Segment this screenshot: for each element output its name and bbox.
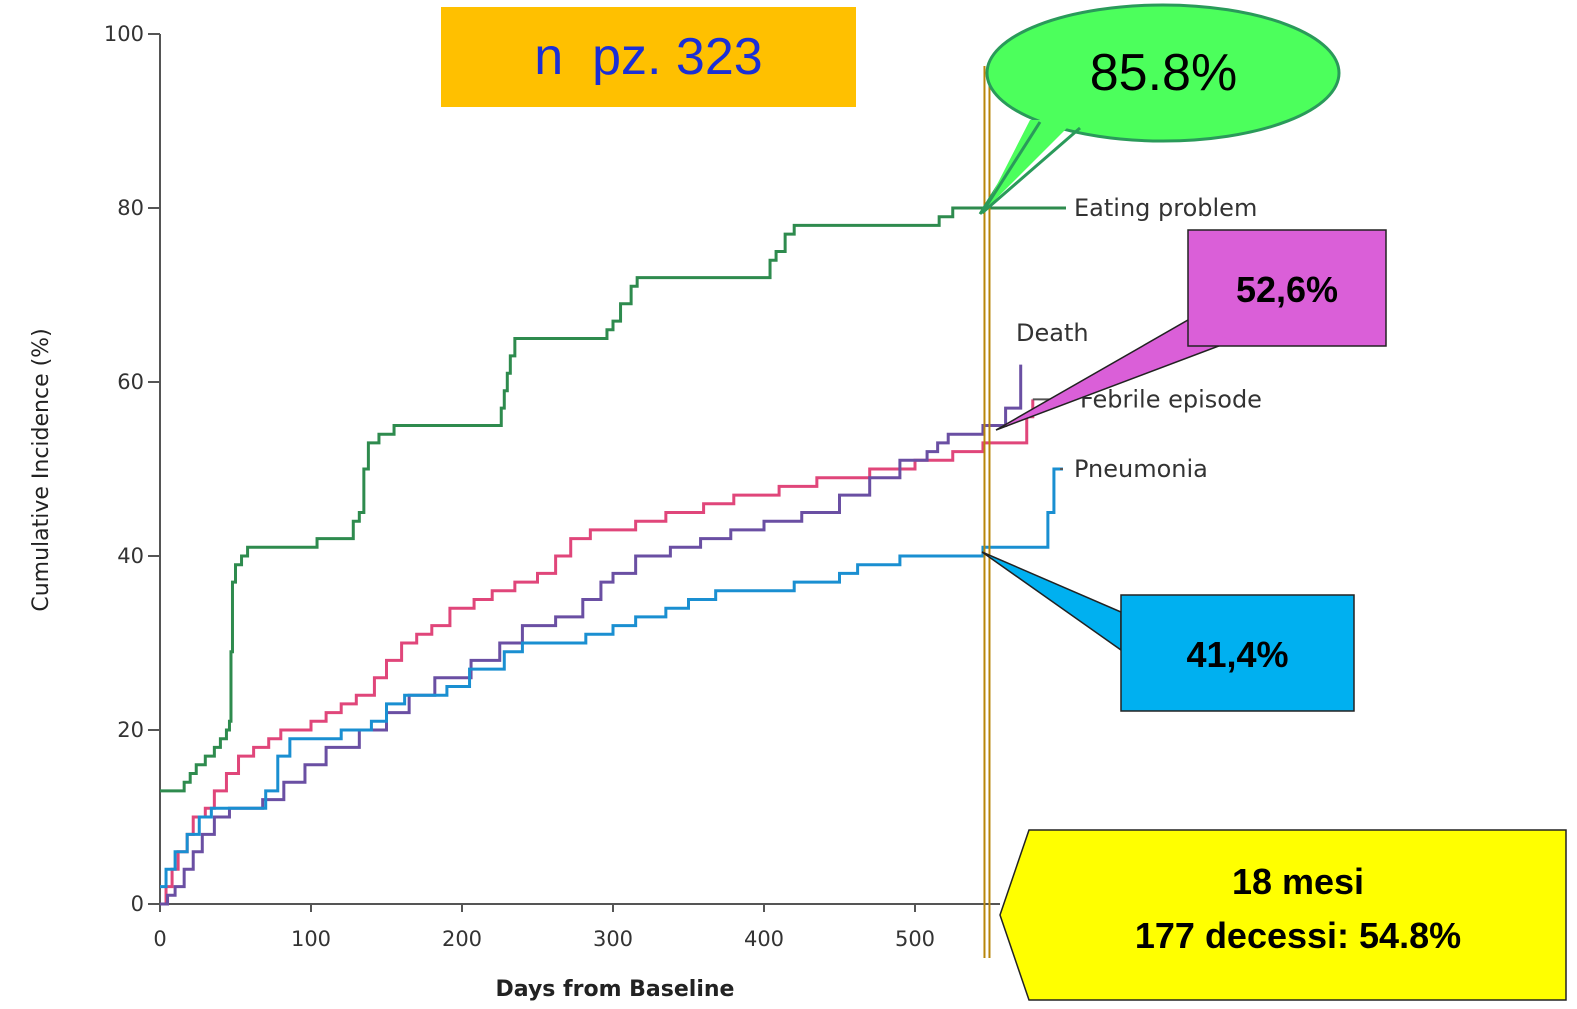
- y-tick-label: 20: [117, 718, 144, 742]
- x-tick-label: 400: [744, 927, 784, 951]
- death-callout-box: [995, 229, 1387, 431]
- eating-callout-bubble: [978, 3, 1341, 215]
- death-callout-text: 52,6%: [1235, 269, 1339, 310]
- axis-ticks: 0 100 200 300 400 500 0 20 40 60 80 100: [104, 22, 935, 951]
- series-label-eating-problem: Eating problem: [1074, 194, 1257, 222]
- x-tick-label: 200: [442, 927, 482, 951]
- y-tick-label: 100: [104, 22, 144, 46]
- series-line-eating-problem: [160, 206, 1066, 793]
- summary-line-months: 18 mesi: [1231, 861, 1365, 902]
- sample-size-banner: n pz. 323: [441, 7, 856, 107]
- eating-callout-text: 85.8%: [1089, 44, 1238, 102]
- y-tick-label: 80: [117, 196, 144, 220]
- y-tick-label: 0: [131, 892, 144, 916]
- series-line-febrile-episode: [160, 399, 1035, 906]
- x-tick-label: 0: [153, 927, 166, 951]
- sample-size-text: n pz. 323: [534, 28, 763, 86]
- series-label-febrile-episode: Febrile episode: [1080, 385, 1262, 413]
- pneumonia-callout-text: 41,4%: [1186, 634, 1289, 675]
- y-axis-title: Cumulative Incidence (%): [29, 328, 54, 611]
- series-line-death: [160, 364, 1023, 906]
- series-label-death: Death: [1016, 319, 1089, 347]
- x-tick-label: 300: [593, 927, 633, 951]
- series-lines: Eating problem Febrile episode Death Pneumo…: [160, 194, 1262, 906]
- pneumonia-callout-box: [981, 551, 1355, 712]
- y-tick-label: 60: [117, 370, 144, 394]
- summary-callout-box: [999, 829, 1567, 1001]
- x-tick-label: 500: [895, 927, 935, 951]
- eighteen-month-marker-line: [983, 66, 991, 958]
- x-axis-title: Days from Baseline: [496, 977, 735, 1002]
- series-line-pneumonia: [160, 467, 1063, 889]
- x-tick-label: 100: [291, 927, 331, 951]
- series-label-pneumonia: Pneumonia: [1074, 455, 1208, 483]
- y-tick-label: 40: [117, 544, 144, 568]
- summary-line-deaths: 177 decessi: 54.8%: [1134, 915, 1462, 956]
